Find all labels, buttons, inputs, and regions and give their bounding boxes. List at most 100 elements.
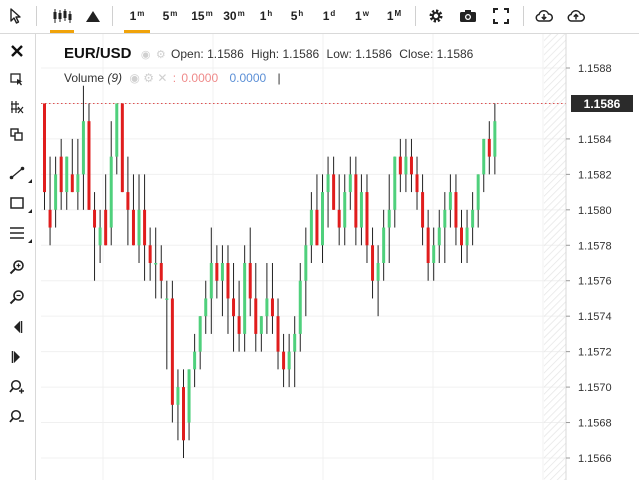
timeframe-unit: d (330, 8, 336, 18)
mountain-icon[interactable] (82, 5, 104, 27)
candle (170, 280, 174, 423)
low-label: Low: (326, 47, 352, 61)
chart-legend: EUR/USD ◉ ⚙ Open: 1.1586 High: 1.1586 Lo… (64, 45, 473, 62)
candle-body-up (465, 227, 469, 246)
high-label: High: (251, 47, 280, 61)
trendline-icon[interactable] (6, 162, 32, 184)
candle (293, 316, 297, 388)
y-tick-label: 1.1584 (578, 134, 612, 146)
candle-body-up (482, 138, 486, 175)
candle-body-up (343, 192, 347, 228)
candle (454, 174, 458, 246)
y-tick-label: 1.1568 (578, 418, 612, 430)
candle (204, 280, 208, 334)
candle-body-up (443, 209, 447, 228)
price-chart[interactable]: 1.1588 1.1584 1.1582 1.1580 1.1578 1.1576 1.15… (41, 34, 639, 480)
candle (426, 209, 430, 281)
candle-body-up (432, 245, 436, 263)
candle (404, 138, 408, 193)
candle (226, 245, 230, 334)
upload-icon[interactable] (565, 5, 587, 27)
candle-body-down (337, 209, 341, 228)
candle (365, 174, 369, 263)
open-label: Open: (171, 47, 204, 61)
candle-body-down (371, 245, 375, 281)
scroll-left-icon[interactable] (6, 316, 28, 338)
candle (59, 138, 63, 210)
close-value: 1.1586 (436, 47, 474, 61)
y-tick-label: 1.1580 (578, 205, 612, 217)
candle (415, 156, 419, 210)
candle (348, 156, 352, 210)
timeframe-unit: m (205, 8, 213, 18)
candle (248, 227, 252, 317)
candle (382, 209, 386, 281)
timeframe-unit: h (267, 8, 273, 18)
candle-body-up (54, 174, 58, 210)
rectangle-icon[interactable] (6, 192, 32, 214)
candle (315, 174, 319, 246)
zoom-out-alt-icon[interactable] (6, 406, 28, 428)
candle (298, 263, 302, 352)
download-icon[interactable] (533, 5, 555, 27)
timeframe-unit: m (170, 8, 178, 18)
candle-body-down (282, 351, 286, 370)
candle (126, 156, 130, 246)
candle-body-up (448, 192, 452, 210)
lines-icon[interactable] (6, 222, 32, 244)
zoom-out-icon[interactable] (6, 286, 28, 308)
grid-tool-icon[interactable] (6, 96, 28, 118)
timeframe-button[interactable]: 30 m (220, 5, 248, 27)
select-tool-icon[interactable] (6, 68, 28, 90)
eye-icon[interactable]: ◉ (140, 49, 151, 61)
candle-body-up (204, 298, 208, 317)
candle (70, 138, 74, 193)
candle-body-down (232, 298, 236, 317)
timeframe-unit: m (237, 8, 245, 18)
candle-body-up (359, 192, 363, 228)
candle-body-down (421, 192, 425, 228)
candle (354, 156, 358, 246)
close-icon[interactable] (6, 40, 28, 62)
candle-body-down (215, 263, 219, 281)
zoom-in-alt-icon[interactable] (6, 376, 28, 398)
timeframe-button[interactable]: 15 m (188, 5, 216, 27)
clone-tool-icon[interactable] (6, 124, 28, 146)
remove-icon[interactable]: ✕ (157, 71, 168, 85)
candle-body-up (348, 174, 352, 193)
candle (165, 280, 169, 370)
candle-body-down (415, 174, 419, 193)
candle (148, 227, 152, 281)
camera-icon[interactable] (457, 5, 479, 27)
candle (176, 369, 180, 441)
candle-body-down (170, 298, 174, 405)
candle (460, 209, 463, 263)
gear-icon[interactable] (425, 5, 447, 27)
cursor-icon[interactable] (6, 5, 26, 27)
settings-small-icon[interactable]: ⚙ (155, 49, 166, 61)
timeframe-number: 5 (162, 9, 170, 23)
candle-body-down (409, 156, 413, 175)
candlestick-icon[interactable] (48, 5, 76, 33)
candle-body-up (287, 351, 291, 370)
timeframe-number: 5 (290, 9, 298, 23)
candle (220, 245, 224, 317)
fullscreen-icon[interactable] (490, 5, 512, 27)
candle (387, 174, 391, 263)
candle-body-up (326, 174, 330, 193)
candle-body-up (376, 263, 380, 281)
candle (471, 192, 475, 246)
eye-icon[interactable]: ◉ (129, 71, 140, 85)
candle-body-up (259, 316, 263, 334)
candle (437, 209, 441, 263)
scroll-right-icon[interactable] (6, 346, 28, 368)
zoom-in-icon[interactable] (6, 256, 28, 278)
settings-small-icon[interactable]: ⚙ (143, 71, 154, 85)
